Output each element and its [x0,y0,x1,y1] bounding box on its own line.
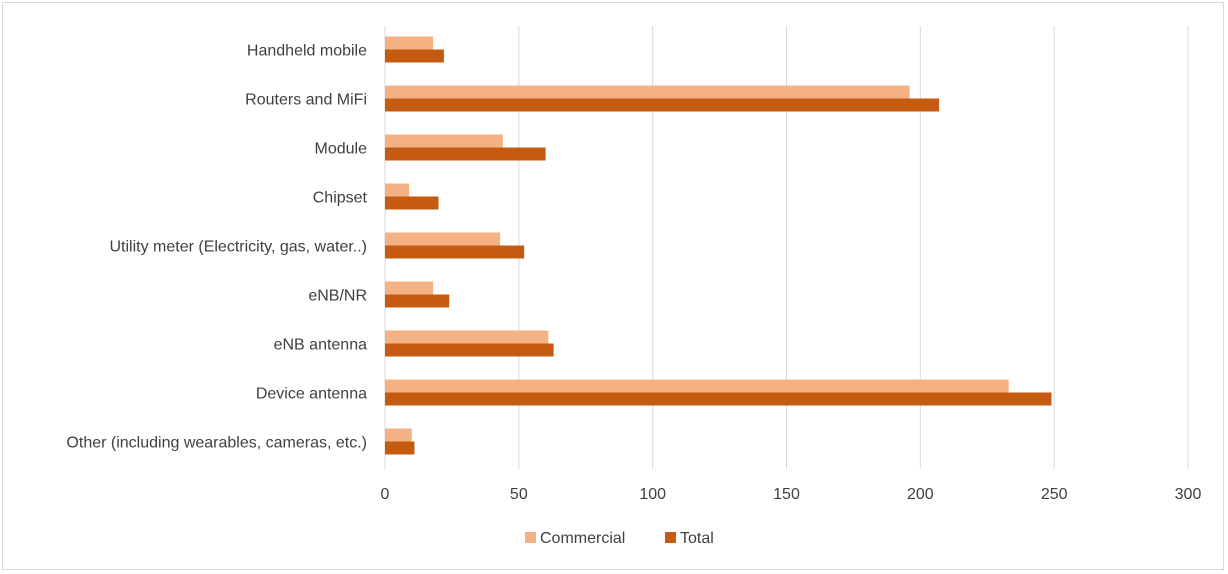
bar-commercial [385,134,503,148]
bar-total [385,98,940,112]
bar-total [385,441,415,455]
bar-chart: Handheld mobile Routers and MiFi Module Chi… [66,26,1202,547]
bar-commercial [385,281,434,295]
category-label: eNB/NR [308,288,367,305]
x-tick-label: 50 [510,486,528,503]
bar-total [385,49,444,63]
legend-swatch-commercial [525,532,536,543]
category-label: Module [315,141,368,158]
category-label: Routers and MiFi [245,92,367,109]
legend: Commercial Total [525,530,714,547]
bar-total [385,392,1052,406]
bar-commercial [385,379,1009,393]
x-tick-label: 0 [381,486,390,503]
x-tick-label: 150 [773,486,800,503]
category-label: Chipset [313,190,368,207]
legend-label-commercial: Commercial [540,530,625,547]
x-tick-labels: 0 50 100 150 200 250 300 [381,486,1202,503]
bar-commercial [385,428,412,442]
bar-total [385,343,554,357]
category-labels: Handheld mobile Routers and MiFi Module Chi… [66,43,367,452]
x-tick-label: 200 [907,486,934,503]
category-label: Handheld mobile [247,43,367,60]
bar-total [385,196,439,210]
legend-swatch-total [665,532,676,543]
category-label: Other (including wearables, cameras, etc… [66,435,367,452]
bar-commercial [385,36,434,50]
bar-commercial [385,85,910,99]
legend-label-total: Total [680,530,714,547]
category-label: Utility meter (Electricity, gas, water..… [109,239,367,256]
bar-total [385,147,546,161]
bar-commercial [385,232,501,246]
bar-commercial [385,183,410,197]
x-tick-label: 250 [1041,486,1068,503]
x-tick-label: 300 [1175,486,1202,503]
x-tick-label: 100 [639,486,666,503]
category-label: Device antenna [256,386,367,403]
bar-total [385,245,525,259]
bar-commercial [385,330,549,344]
category-label: eNB antenna [274,337,368,354]
bar-total [385,294,450,308]
bars [385,36,1052,455]
